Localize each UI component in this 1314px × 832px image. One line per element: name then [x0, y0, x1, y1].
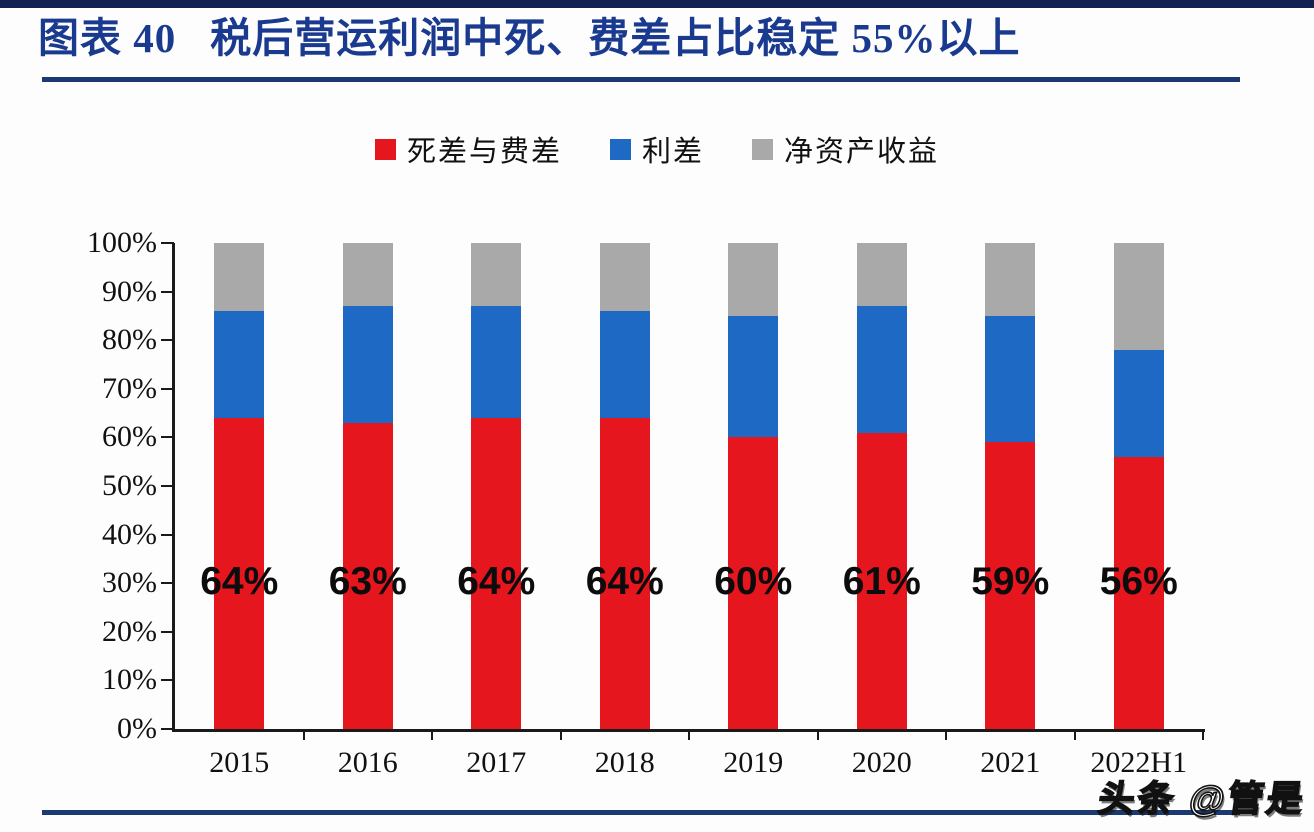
bar-segment-mortality-expense — [342, 422, 393, 729]
bar-value-label: 63% — [328, 560, 407, 603]
bar-segment-interest — [471, 306, 522, 418]
bar-segment-interest — [728, 315, 779, 438]
bar-segment-interest — [342, 306, 393, 423]
y-axis-tick-label: 20% — [102, 614, 157, 648]
bar-value-label: 60% — [714, 560, 793, 603]
x-axis-category-label: 2019 — [723, 746, 784, 779]
chart-number-label: 图表 40 — [38, 15, 177, 61]
legend-item-1: 利差 — [609, 128, 704, 170]
x-axis-tick — [688, 729, 690, 740]
x-axis-category-label: 2015 — [209, 746, 270, 779]
y-axis-tick-label: 30% — [102, 566, 157, 600]
bar-value-label: 61% — [842, 560, 921, 603]
legend-label: 净资产收益 — [784, 136, 940, 168]
x-axis-category-label: 2017 — [466, 746, 527, 779]
legend: 死差与费差 利差 净资产收益 — [0, 128, 1314, 170]
x-axis-category-label: 2022H1 — [1090, 746, 1188, 779]
x-axis-tick — [431, 729, 433, 740]
bar-segment-net-asset — [214, 243, 265, 312]
y-axis-tick — [161, 630, 174, 633]
bar-segment-interest — [856, 306, 907, 433]
bar-segment-mortality-expense — [1113, 456, 1164, 729]
bar-segment-net-asset — [342, 243, 393, 307]
y-axis-tick-label: 70% — [102, 371, 157, 405]
x-axis-tick — [945, 729, 947, 740]
y-axis-tick-label: 50% — [102, 469, 157, 502]
bar-segment-net-asset — [471, 243, 522, 307]
bar-segment-net-asset — [728, 243, 779, 316]
x-axis-category-label: 2018 — [594, 746, 655, 779]
x-axis-tick — [1202, 729, 1204, 740]
bar-value-label: 64% — [457, 560, 536, 603]
y-axis-tick-label: 90% — [102, 274, 157, 308]
y-axis-tick-label: 100% — [87, 226, 157, 259]
bar-value-label: 64% — [200, 560, 279, 603]
legend-swatch-icon — [609, 138, 631, 160]
x-axis-tick — [302, 729, 305, 740]
y-axis-tick — [161, 242, 174, 244]
y-axis-tick-label: 0% — [117, 712, 157, 745]
y-axis-tick-label: 40% — [102, 517, 157, 551]
x-axis-tick — [559, 729, 562, 740]
bar-segment-mortality-expense — [599, 417, 650, 729]
bar-segment-interest — [985, 315, 1036, 443]
bar-segment-mortality-expense — [471, 417, 522, 729]
bottom-divider-line — [42, 810, 1240, 815]
y-axis-tick-label: 80% — [102, 323, 157, 357]
y-axis-tick — [161, 436, 174, 439]
chart-title: 图表 40 税后营运利润中死、费差占比稳定 55%以上 — [38, 10, 1278, 66]
bar-segment-net-asset — [985, 243, 1036, 316]
y-axis-tick — [161, 728, 174, 730]
legend-swatch-icon — [374, 138, 396, 160]
bar-segment-interest — [214, 311, 265, 418]
legend-label: 死差与费差 — [406, 136, 562, 168]
bar-segment-mortality-expense — [985, 442, 1036, 729]
y-axis-tick-label: 10% — [102, 663, 157, 697]
bar-value-label: 64% — [585, 560, 664, 603]
legend-label: 利差 — [641, 136, 704, 168]
y-axis-line — [172, 243, 175, 732]
bar-segment-net-asset — [1113, 243, 1164, 350]
chart-title-text: 税后营运利润中死、费差占比稳定 55%以上 — [210, 15, 1021, 61]
bar-value-label: 56% — [1099, 560, 1178, 603]
top-accent-bar — [0, 0, 1314, 8]
y-axis-tick — [161, 679, 174, 682]
bar-segment-interest — [599, 311, 650, 418]
y-axis-tick — [161, 533, 174, 536]
y-axis-tick — [161, 339, 174, 342]
bar-segment-interest — [1113, 349, 1164, 457]
title-divider-line — [42, 77, 1240, 82]
y-axis-tick — [161, 290, 174, 293]
y-axis-tick — [161, 582, 174, 585]
bar-segment-mortality-expense — [214, 417, 265, 729]
bar-segment-mortality-expense — [728, 437, 779, 729]
y-axis-tick-label: 60% — [102, 420, 157, 454]
y-axis-tick — [161, 485, 174, 487]
x-axis-tick — [816, 729, 819, 740]
x-axis-category-label: 2020 — [851, 746, 912, 779]
bar-segment-net-asset — [856, 243, 907, 307]
bar-segment-net-asset — [599, 243, 650, 312]
legend-swatch-icon — [752, 138, 773, 160]
y-axis-tick — [161, 387, 174, 390]
x-axis-category-label: 2016 — [337, 746, 398, 779]
legend-item-0: 死差与费差 — [374, 128, 562, 170]
x-axis-tick — [1073, 729, 1076, 740]
bar-value-label: 59% — [971, 560, 1050, 603]
bar-segment-mortality-expense — [856, 432, 907, 729]
x-axis-category-label: 2021 — [980, 746, 1041, 779]
legend-item-2: 净资产收益 — [752, 128, 939, 170]
